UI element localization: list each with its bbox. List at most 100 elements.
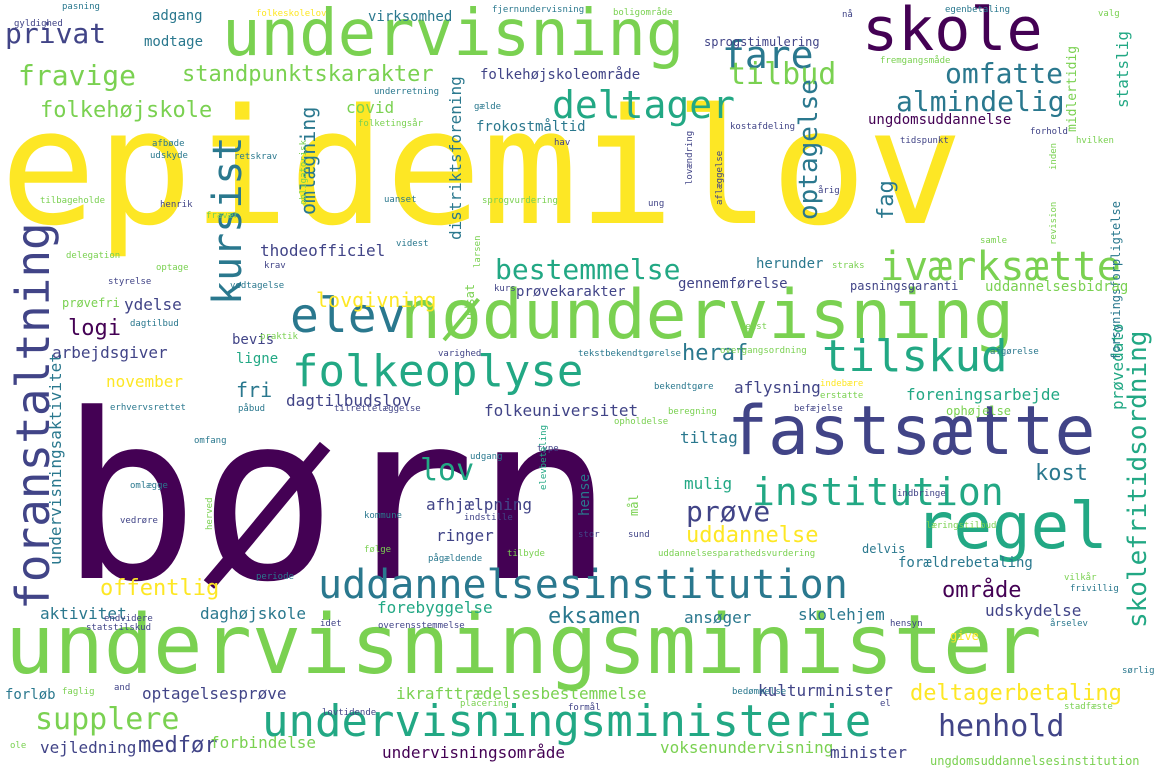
word-pagaeldende: pågældende (428, 554, 483, 564)
word-lovgivning: lovgivning (316, 288, 437, 312)
word-eksamen: eksamen (548, 604, 641, 629)
word-uddannelsesinstitution: uddannelsesinstitution (318, 562, 848, 608)
word-bevis: bevis (232, 332, 275, 348)
word-fravaer: fravær (206, 211, 239, 221)
word-na: nå (842, 10, 853, 20)
word-tiltag: tiltag (680, 428, 738, 447)
word-larsen: larsen (473, 235, 483, 268)
word-erstatte: erstatte (820, 391, 864, 401)
word-afbode: afbøde (152, 139, 185, 149)
word-epidemilov: epidemilov (0, 74, 964, 261)
word-idet: idet (320, 619, 342, 629)
word-forebyggelse: forebyggelse (377, 598, 493, 617)
word-udskyde: udskyde (150, 151, 188, 161)
word-thodeofficiel: thodeofficiel (260, 241, 386, 260)
word-inden: inden (1049, 142, 1059, 170)
word-bestemmelse: bestemmelse (495, 253, 681, 286)
word-skolehjem: skolehjem (798, 605, 885, 624)
word-periode: periode (256, 572, 294, 582)
word-uddannelsesbidrag: uddannelsesbidrag (985, 279, 1129, 295)
word-fastsaette: fastsætte (727, 392, 1096, 471)
word-midlertidig: midlertidig (1065, 45, 1080, 132)
word-uddannelse: uddannelse (686, 523, 819, 548)
word-henrik: henrik (160, 200, 193, 210)
word-elevbetaling: elevbetaling (539, 424, 549, 490)
word-privat: privat (5, 17, 107, 50)
word-statslig: statslig (1113, 30, 1132, 108)
word-bedommelse: bedømmelse (732, 687, 787, 697)
word-laeringstilbud: læringstilbud (926, 521, 997, 531)
word-aflaeggelse: aflæggelse (715, 150, 725, 205)
word-pabud: påbud (238, 404, 266, 414)
word-lov: lov (420, 453, 475, 488)
word-henhold: henhold (938, 709, 1065, 744)
word-november: november (106, 372, 184, 391)
word-ophojelse: ophøjelse (946, 404, 1012, 418)
word-and: and (114, 683, 131, 693)
word-arselev: årselev (1050, 619, 1088, 629)
word-skolefritidsordning: skolefritidsordning (1123, 330, 1153, 628)
word-heraf: heraf (682, 341, 749, 366)
word-kost: kost (1035, 461, 1088, 486)
word-revision: revision (1049, 201, 1059, 245)
word-delvis: delvis (862, 542, 906, 556)
word-folge: følge (364, 545, 392, 555)
word-dagtilbud: dagtilbud (130, 319, 179, 329)
word-lovaendring: lovændring (685, 130, 695, 185)
word-el: el (880, 699, 891, 709)
word-provefri: prøvefri (62, 296, 120, 310)
word-tilbyde: tilbyde (507, 549, 545, 559)
word-ivaerksaette: iværksætte (880, 244, 1121, 290)
word-forbindelse: forbindelse (210, 733, 316, 752)
word-adgang: adgang (152, 8, 203, 24)
word-boligomrade: boligområde (613, 8, 673, 18)
word-lovtidende: lovtidende (322, 708, 377, 718)
word-ungdomsuddannelse: ungdomsuddannelse (868, 112, 1012, 128)
word-tilbud: tilbud (728, 57, 837, 92)
word-almindelig: almindelig (896, 85, 1065, 118)
word-obligatorisk: obligatorisk (299, 139, 309, 205)
word-ringer: ringer (436, 526, 494, 545)
word-fjernundervisning: fjernundervisning (492, 5, 585, 15)
word-kostafdeling: kostafdeling (730, 122, 796, 132)
word-uanset: uanset (384, 195, 417, 205)
word-ungdomsuddannelsesinstitution: ungdomsuddannelsesinstitution (930, 754, 1140, 768)
word-distriktsforening: distriktsforening (446, 76, 465, 240)
word-hensyn: hensyn (890, 619, 923, 629)
word-samle: samle (980, 236, 1008, 246)
word-faglig: faglig (62, 687, 95, 697)
word-optagelse: optagelse (794, 79, 824, 220)
word-prove: prøve (686, 495, 771, 528)
word-aflysning: aflysning (734, 378, 821, 397)
word-hense: hense (577, 473, 593, 516)
word-omrade: område (942, 578, 1022, 603)
word-undervisning: undervisning (222, 0, 685, 71)
word-sprogvurdering: sprogvurdering (482, 196, 558, 206)
word-omlaegge: omlægge (130, 481, 168, 491)
word-folkehojskoleomrade: folkehøjskoleområde (480, 67, 641, 83)
word-valg: valg (1098, 9, 1120, 19)
word-ansoger: ansøger (684, 608, 752, 627)
word-udskydelse: udskydelse (985, 601, 1082, 620)
word-bekendtgore: bekendtgøre (654, 382, 714, 392)
word-bedst: bedst (740, 322, 768, 332)
word-offentlig: offentlig (100, 576, 220, 601)
word-aktivitet: aktivitet (40, 604, 127, 623)
word-befaejelse: befæjelse (794, 404, 843, 414)
word-erhvervsrettet: erhvervsrettet (110, 403, 186, 413)
word-indstille: indstille (464, 513, 513, 523)
word-voksenundervisning: voksenundervisning (660, 738, 834, 757)
word-pasningsgaranti: pasningsgaranti (850, 279, 959, 293)
word-kurs: kurs (494, 284, 516, 294)
word-hav: hav (554, 138, 571, 148)
word-herved: herved (205, 497, 215, 530)
word-frivillig: frivillig (1070, 584, 1119, 594)
word-fri: fri (236, 378, 273, 402)
word-tilskud: tilskud (822, 331, 1008, 382)
word-medfor: medfør (138, 733, 218, 758)
word-formal: formål (568, 703, 601, 713)
word-deltager: deltager (552, 83, 736, 127)
word-afhjaelpning: afhjælpning (426, 495, 532, 514)
word-ligne: ligne (236, 351, 279, 367)
word-stor: stor (578, 530, 600, 540)
